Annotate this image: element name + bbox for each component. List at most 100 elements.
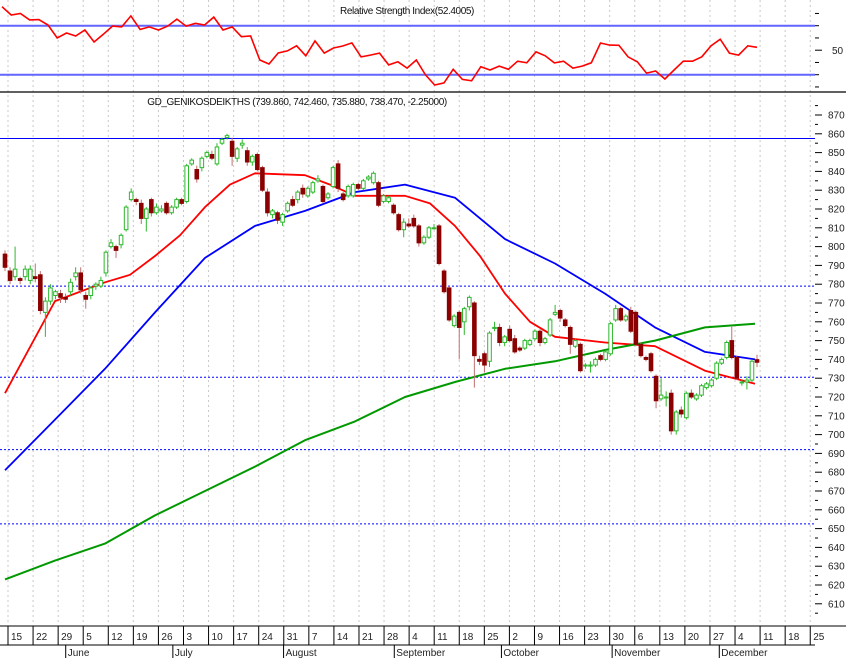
x-tick-label: 12 [111,632,123,643]
candle-body [613,308,618,321]
candle-up [345,184,351,198]
candle-up [573,338,578,349]
x-tick-label: 19 [136,632,148,643]
candle-body [709,379,714,387]
candle-body [209,153,215,159]
candle-body [335,163,341,189]
x-tick-label: 16 [563,632,575,643]
candle-body [507,328,512,342]
candle-up [527,338,533,347]
x-tick-label: 26 [161,632,173,643]
candle-body [623,315,629,321]
candle-body [305,187,311,197]
candle-body [684,392,689,419]
candle-body [734,357,740,379]
candle-body [552,311,558,315]
y-tick-label: 690 [828,449,845,460]
x-tick-label: 23 [588,632,600,643]
candle-body [451,315,457,327]
candle-up [467,295,472,311]
candle-body [467,296,472,308]
candle-body [345,185,351,197]
candle-body [295,191,301,201]
candle-body [547,319,553,336]
candle-up [270,209,275,219]
candle-body [678,409,684,415]
candle-up [68,278,73,296]
candle-body [144,208,149,219]
candle-body [567,326,573,345]
candle-body [502,336,507,343]
candle-body [48,287,53,302]
candle-body [103,251,109,274]
candle-body [174,199,179,208]
candle-down [729,325,735,360]
candle-body [310,182,316,193]
candle-body [537,330,543,343]
candle-body [159,208,164,212]
candle-up [295,190,301,204]
candle-up [386,195,391,204]
y-tick-label: 840 [828,167,845,178]
candle-body [229,140,235,157]
y-tick-label: 860 [828,129,845,140]
candle-up [53,289,58,300]
candle-body [204,152,210,157]
candle-body [633,311,639,345]
candle-up [361,178,366,191]
candle-down [138,199,144,225]
candle-down [628,306,634,334]
y-tick-label: 800 [828,242,845,253]
candle-up [532,329,538,341]
candle-body [275,212,280,221]
candle-down [320,184,326,204]
candle-up [285,201,290,213]
x-tick-label: 6 [638,632,644,643]
candle-body [421,236,427,244]
candle-body [371,172,376,184]
candle-body [436,225,442,265]
y-tick-label: 660 [828,505,845,516]
candle-body [532,330,538,340]
candle-up [169,205,174,215]
candle-down [562,318,568,328]
candle-up [704,381,709,390]
candle-body [53,291,58,296]
vertical-gridlines [7,0,811,622]
candle-up [502,334,507,347]
candle-up [744,376,750,390]
candle-up [219,137,225,146]
x-tick-label: 25 [487,632,499,643]
candle-up [492,321,497,332]
candle-body [461,308,467,323]
candle-up [709,378,714,388]
candle-down [517,346,523,352]
x-tick-label: 13 [663,632,675,643]
candle-body [214,146,220,165]
candle-up [724,340,730,360]
candle-down [557,308,563,322]
candle-down [456,310,462,360]
candle-body [527,340,533,345]
candle-down [643,355,649,362]
candle-up [123,205,129,232]
candle-up [522,338,528,350]
candle-down [255,152,260,172]
candle-body [704,383,709,389]
y-tick-label: 720 [828,393,845,404]
candle-down [482,351,487,373]
candle-up [542,336,548,345]
candle-body [573,340,578,347]
candle-up [431,224,437,230]
candle-body [194,169,200,180]
month-label: September [396,648,446,659]
candle-body [739,381,745,384]
rsi-title: Relative Strength Index(52.4005) [340,6,474,17]
candle-body [482,353,487,366]
candle-up [588,361,593,373]
x-tick-label: 28 [387,632,399,643]
x-tick-label: 31 [287,632,299,643]
x-tick-label: 21 [362,632,374,643]
candle-body [492,326,497,329]
candle-down [38,271,43,315]
